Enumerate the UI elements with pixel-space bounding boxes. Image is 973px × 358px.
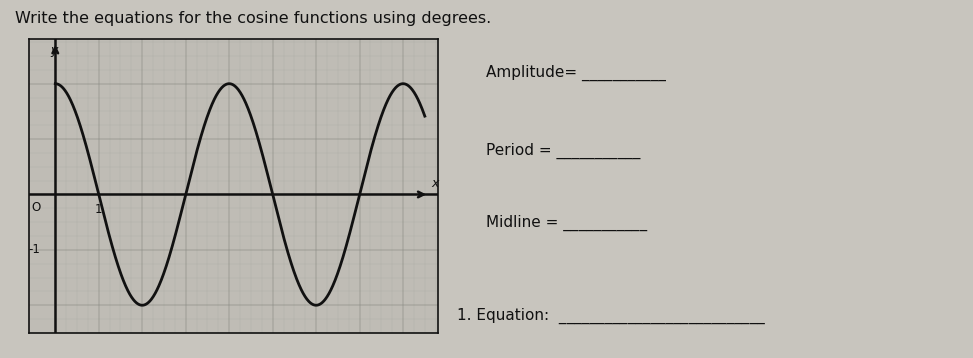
Text: 1: 1 (95, 203, 102, 216)
Text: O: O (31, 201, 40, 214)
Text: Period = ___________: Period = ___________ (486, 143, 641, 159)
Text: Amplitude= ___________: Amplitude= ___________ (486, 64, 667, 81)
Text: Write the equations for the cosine functions using degrees.: Write the equations for the cosine funct… (15, 11, 490, 26)
Text: x: x (431, 177, 439, 190)
Text: Midline = ___________: Midline = ___________ (486, 215, 648, 231)
Text: 1. Equation:  ___________________________: 1. Equation: ___________________________ (457, 308, 765, 324)
Text: -1: -1 (28, 243, 40, 256)
Text: y: y (50, 44, 57, 57)
